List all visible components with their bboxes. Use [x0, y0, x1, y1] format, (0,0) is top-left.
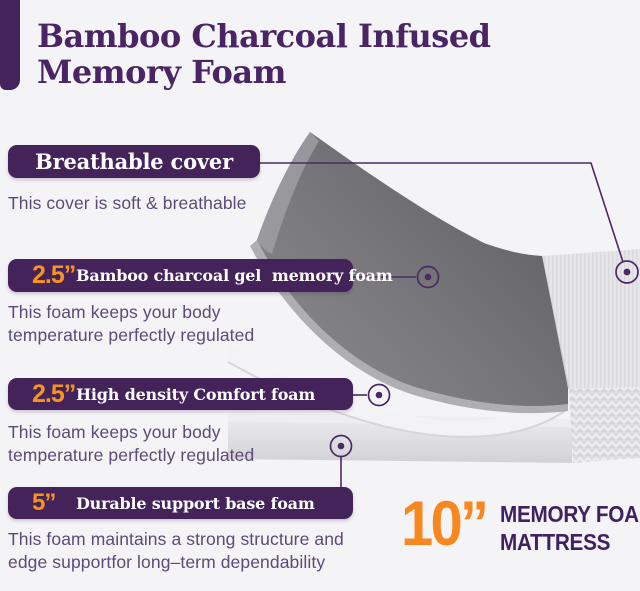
layer-banner-base-foam: 5” Durable support base foam — [8, 487, 353, 519]
product-badge: 10” MEMORY FOAM MATTRESS — [401, 489, 640, 559]
description-line: This foam keeps your body — [8, 302, 221, 322]
title-line-2: Memory Foam — [37, 53, 286, 91]
mattress-name-line-1: MEMORY FOAM — [499, 501, 640, 527]
layer-banner-label: Bamboo charcoal gel memory foam — [76, 266, 393, 285]
mattress-name: MEMORY FOAM MATTRESS — [500, 500, 640, 556]
layer-banner-breathable-cover: Breathable cover — [8, 145, 260, 178]
layer-banner-label: Durable support base foam — [76, 493, 315, 513]
target-marker-icon — [329, 434, 353, 458]
layer-banner-memory-foam: 2.5” Bamboo charcoal gel memory foam — [8, 259, 393, 292]
layer-thickness: 2.5” — [32, 261, 76, 289]
description-line: This foam maintains a strong structure a… — [8, 529, 344, 549]
target-marker-icon — [416, 265, 440, 289]
description-line: temperature perfectly regulated — [8, 445, 255, 465]
mattress-name-line-2: MATTRESS — [499, 529, 610, 555]
layer-thickness: 5” — [32, 489, 56, 516]
layer-banner-label: Breathable cover — [35, 149, 233, 174]
fabric-cover — [541, 249, 640, 463]
layer-banner-comfort-foam: 2.5” High density Comfort foam — [8, 378, 353, 410]
layer-banner-label: High density Comfort foam — [76, 384, 316, 404]
layer-description: This foam maintains a strong structure a… — [8, 528, 344, 574]
layer-description: This foam keeps your body temperature pe… — [8, 421, 254, 467]
connector-line — [260, 162, 624, 263]
description-line: edge supportfor long–term dependability — [8, 552, 326, 572]
layer-thickness: 2.5” — [32, 379, 76, 408]
connector-lines — [260, 162, 624, 488]
page-title: Bamboo Charcoal Infused Memory Foam — [37, 18, 491, 90]
description-line: This cover is soft & breathable — [8, 193, 247, 213]
target-marker-icon — [615, 260, 639, 284]
description-line: This foam keeps your body — [8, 422, 221, 442]
title-line-1: Bamboo Charcoal Infused — [37, 17, 491, 55]
mattress-height: 10” — [401, 489, 489, 559]
target-marker-icon — [367, 383, 391, 407]
corner-accent — [0, 0, 20, 90]
layer-description: This foam keeps your body temperature pe… — [8, 301, 254, 347]
description-line: temperature perfectly regulated — [8, 325, 255, 345]
layer-description: This cover is soft & breathable — [8, 192, 247, 215]
